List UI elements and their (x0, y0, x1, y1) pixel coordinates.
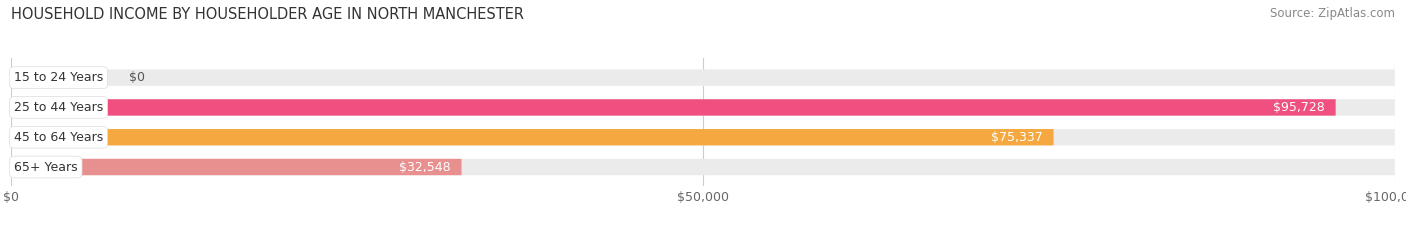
Text: $95,728: $95,728 (1272, 101, 1324, 114)
Text: $32,548: $32,548 (399, 161, 450, 174)
Text: 25 to 44 Years: 25 to 44 Years (14, 101, 103, 114)
FancyBboxPatch shape (11, 99, 1395, 116)
Text: Source: ZipAtlas.com: Source: ZipAtlas.com (1270, 7, 1395, 20)
FancyBboxPatch shape (11, 129, 1395, 145)
Text: $75,337: $75,337 (991, 131, 1042, 144)
Text: $0: $0 (129, 71, 145, 84)
FancyBboxPatch shape (11, 159, 1395, 175)
FancyBboxPatch shape (11, 129, 1053, 145)
FancyBboxPatch shape (11, 69, 1395, 86)
Text: 15 to 24 Years: 15 to 24 Years (14, 71, 103, 84)
FancyBboxPatch shape (11, 99, 1336, 116)
Text: 45 to 64 Years: 45 to 64 Years (14, 131, 103, 144)
FancyBboxPatch shape (11, 159, 461, 175)
Text: 65+ Years: 65+ Years (14, 161, 77, 174)
Text: HOUSEHOLD INCOME BY HOUSEHOLDER AGE IN NORTH MANCHESTER: HOUSEHOLD INCOME BY HOUSEHOLDER AGE IN N… (11, 7, 524, 22)
